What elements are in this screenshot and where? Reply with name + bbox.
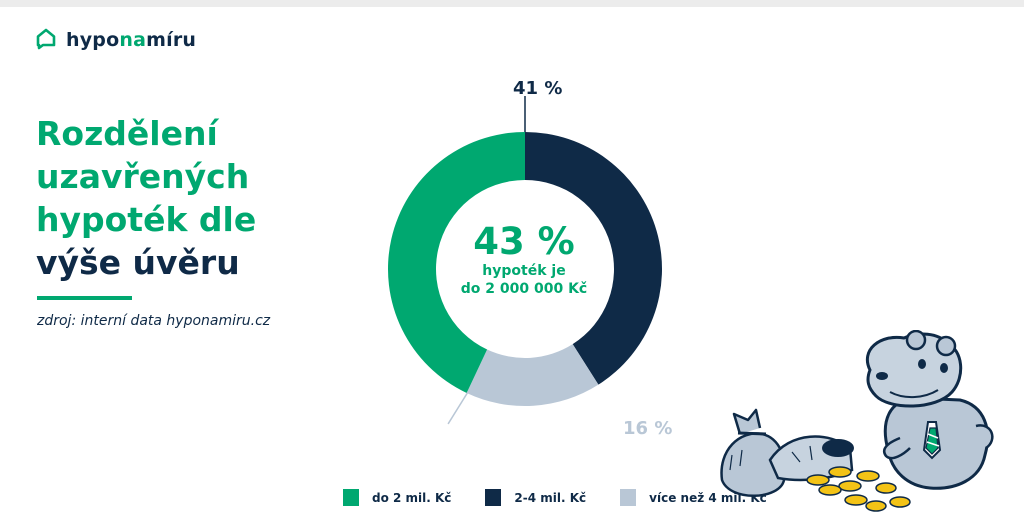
money-sack-icon: [720, 408, 787, 497]
center-line-1: hypoték je: [482, 263, 566, 279]
legend-label: 2-4 mil. Kč: [514, 490, 587, 505]
donut-chart: [388, 96, 662, 425]
donut-slice-over-4-mil: [466, 344, 599, 406]
title-line-4: výše úvěru: [36, 243, 240, 282]
legend-item-2-4-mil: 2-4 mil. Kč: [485, 489, 586, 506]
hippo-mascot-illustration: [720, 330, 994, 512]
legend-swatch-navy: [485, 489, 502, 506]
legend-swatch-light: [620, 489, 637, 506]
donut-slice-do-2-mil: [388, 132, 525, 393]
slice-label-2-4-mil: 41 %: [513, 78, 563, 99]
legend-swatch-green: [343, 489, 359, 506]
center-percentage: 43 %: [473, 220, 575, 263]
coins-icon: [806, 466, 911, 512]
chart-legend: do 2 mil. Kč 2-4 mil. Kč více než 4 mil.…: [343, 489, 801, 506]
title-line-3: hypoték dle: [36, 200, 257, 239]
center-line-2: do 2 000 000 Kč: [460, 281, 588, 297]
house-chat-icon: [34, 26, 58, 54]
leader-line-over-4-mil: [447, 384, 474, 425]
source-note: zdroj: interní data hyponamiru.cz: [37, 313, 271, 329]
title-underline: [37, 296, 132, 300]
slice-label-over-4-mil: 16 %: [623, 418, 673, 439]
hippo-head: [865, 330, 963, 408]
brand-name-accent: na: [119, 29, 147, 51]
brand-name-suffix: míru: [146, 29, 197, 51]
title-line-1: Rozdělení: [36, 114, 218, 153]
brand-logo[interactable]: hyponamíru: [34, 26, 196, 54]
legend-item-do-2-mil: do 2 mil. Kč: [343, 489, 451, 506]
page-title: Rozdělení uzavřených hypoték dle výše úv…: [36, 112, 336, 284]
hippo-body: [883, 396, 994, 490]
donut-slice-2-4-mil: [525, 132, 662, 385]
donut-center-text: 43 % hypoték je do 2 000 000 Kč: [449, 222, 599, 298]
title-line-2: uzavřených: [36, 157, 250, 196]
top-bar: [0, 0, 1024, 7]
brand-name: hyponamíru: [66, 29, 196, 51]
brand-name-prefix: hypo: [66, 29, 120, 51]
legend-label: do 2 mil. Kč: [372, 490, 452, 505]
